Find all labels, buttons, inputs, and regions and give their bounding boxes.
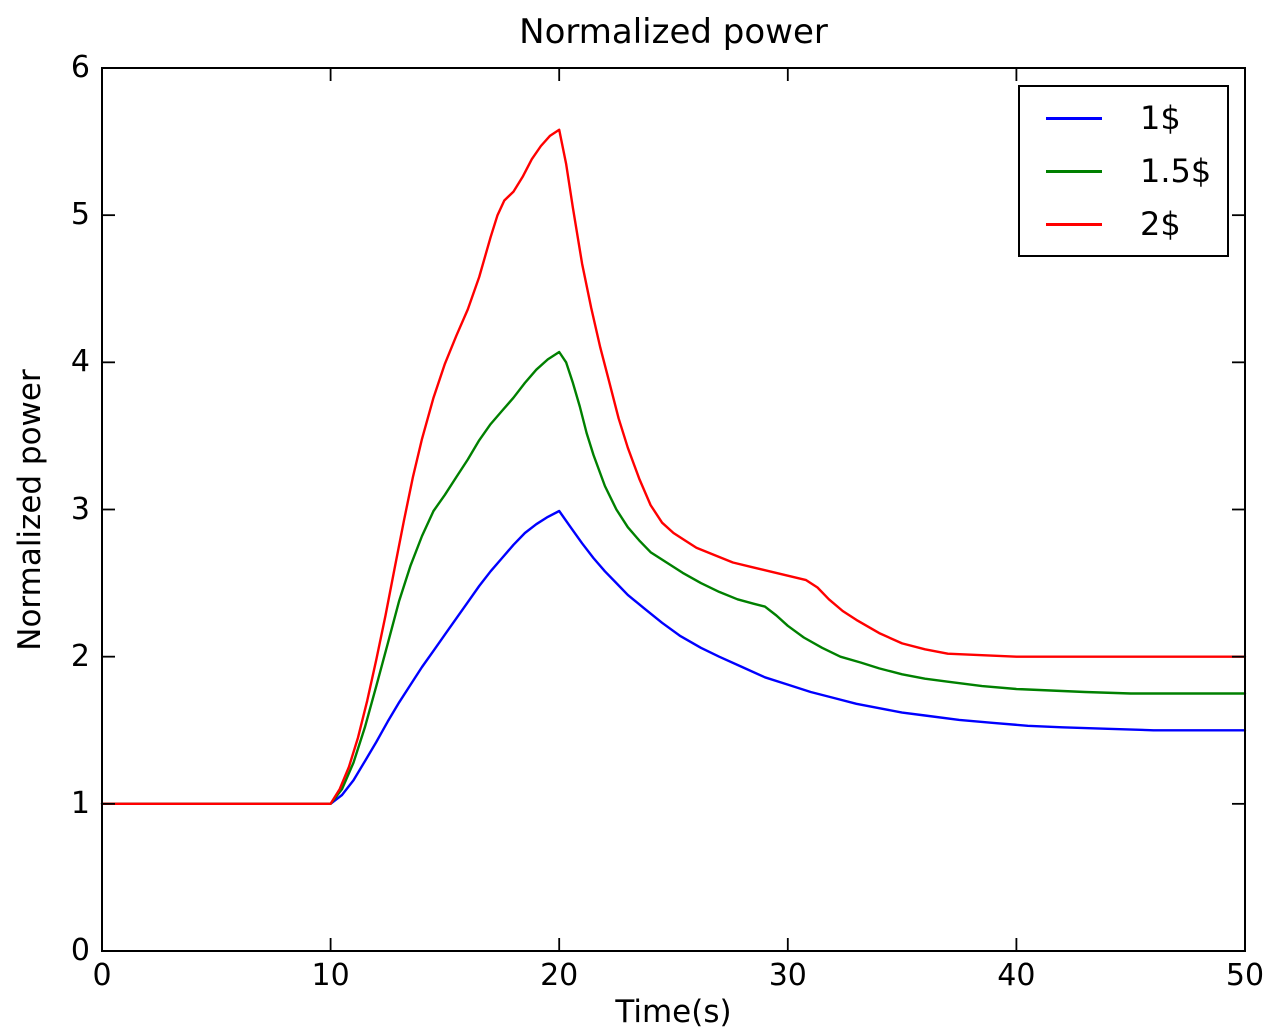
series-line-1$ [100, 509, 1247, 805]
x-tick-label: 50 [1225, 958, 1265, 993]
series-line-1.5$ [100, 350, 1247, 805]
legend-label: 1$ [1140, 99, 1181, 137]
legend-label: 1.5$ [1140, 152, 1212, 190]
x-tick-label: 10 [311, 958, 350, 993]
legend-entry: 2$ [1020, 198, 1227, 251]
x-axis-label: Time(s) [615, 994, 732, 1030]
x-tick-label: 0 [92, 958, 112, 993]
x-tick-label: 40 [997, 958, 1036, 993]
series-1-line-swatch [1046, 116, 1102, 120]
series-2-line-swatch [1046, 169, 1102, 173]
legend-entry: 1.5$ [1020, 145, 1227, 198]
y-tick-label: 0 [70, 933, 90, 968]
y-tick-label: 4 [70, 344, 90, 380]
y-tick-label: 3 [70, 491, 90, 527]
series-3-line-swatch [1046, 222, 1102, 226]
legend-entry: 1$ [1020, 92, 1227, 145]
legend-label: 2$ [1140, 205, 1181, 243]
y-tick-label: 1 [70, 785, 90, 821]
y-tick-label: 6 [70, 50, 90, 85]
y-tick-label: 5 [70, 197, 90, 233]
chart-title: Normalized power [519, 12, 828, 52]
y-tick-label: 2 [70, 638, 90, 674]
series-line-2$ [100, 128, 1247, 805]
x-tick-label: 30 [768, 958, 807, 993]
x-tick-label: 20 [540, 958, 579, 993]
legend: 1$ 1.5$ 2$ [1018, 85, 1229, 257]
